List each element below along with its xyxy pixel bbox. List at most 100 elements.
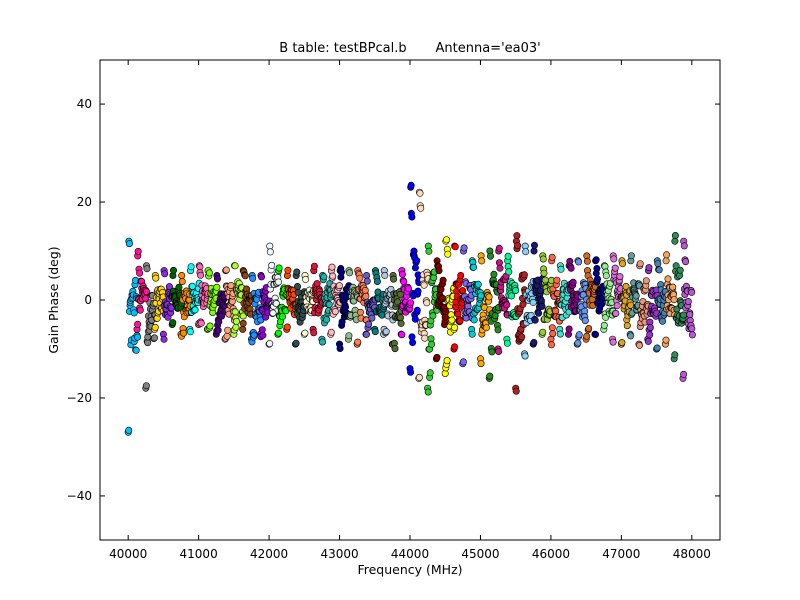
data-point xyxy=(421,334,429,342)
data-point xyxy=(361,286,369,294)
data-point xyxy=(646,323,654,331)
data-point xyxy=(442,236,450,244)
data-point xyxy=(417,204,425,212)
data-point xyxy=(413,306,421,314)
data-point xyxy=(175,283,183,291)
data-point xyxy=(426,369,434,377)
data-point xyxy=(268,261,276,269)
data-point xyxy=(134,247,142,255)
data-point xyxy=(354,338,362,346)
data-point xyxy=(553,276,561,284)
data-point xyxy=(143,265,151,273)
data-point xyxy=(125,426,133,434)
data-point xyxy=(539,328,547,336)
data-point xyxy=(612,309,620,317)
data-point xyxy=(659,317,667,325)
data-point xyxy=(512,387,520,395)
data-point xyxy=(442,307,450,315)
data-point xyxy=(548,253,556,261)
data-point xyxy=(460,244,468,252)
data-point xyxy=(619,260,627,268)
data-point xyxy=(565,325,573,333)
data-point xyxy=(142,382,150,390)
data-point xyxy=(136,306,144,314)
chart-title: B table: testBPcal.b Antenna='ea03' xyxy=(279,41,540,56)
data-point xyxy=(680,370,688,378)
data-point xyxy=(569,278,577,286)
y-tick-label: −20 xyxy=(67,391,92,405)
data-point xyxy=(323,316,331,324)
data-point xyxy=(682,258,690,266)
data-point xyxy=(170,266,178,274)
data-point xyxy=(293,282,301,290)
data-point xyxy=(411,315,419,323)
data-point xyxy=(477,292,485,300)
data-point xyxy=(187,263,195,271)
data-point xyxy=(530,338,538,346)
data-point xyxy=(274,329,282,337)
data-point xyxy=(547,341,555,349)
data-point xyxy=(535,309,543,317)
data-point xyxy=(232,323,240,331)
data-point xyxy=(142,288,150,296)
x-axis-label: Frequency (MHz) xyxy=(357,562,462,577)
data-point xyxy=(407,181,415,189)
data-point xyxy=(218,312,226,320)
data-point xyxy=(346,269,354,277)
data-point xyxy=(669,283,677,291)
data-point xyxy=(539,255,547,263)
data-point xyxy=(371,328,379,336)
data-point xyxy=(414,287,422,295)
data-point xyxy=(249,274,257,282)
data-point xyxy=(223,332,231,340)
data-point xyxy=(302,275,310,283)
data-point xyxy=(425,247,433,255)
data-point xyxy=(130,309,138,317)
x-tick-label: 48000 xyxy=(673,547,711,561)
data-point xyxy=(293,268,301,276)
data-point xyxy=(337,268,345,276)
data-point xyxy=(151,323,159,331)
x-tick-label: 40000 xyxy=(109,547,147,561)
data-point xyxy=(413,257,421,265)
data-point xyxy=(622,282,630,290)
y-tick-label: 0 xyxy=(84,293,92,307)
data-point xyxy=(530,241,538,249)
data-point xyxy=(345,332,353,340)
data-point xyxy=(362,330,370,338)
data-point xyxy=(274,278,282,286)
data-point xyxy=(635,341,643,349)
data-point xyxy=(188,282,196,290)
data-point xyxy=(186,328,194,336)
data-point xyxy=(610,255,618,263)
data-point xyxy=(575,331,583,339)
data-point xyxy=(132,346,140,354)
data-point xyxy=(136,269,144,277)
data-point xyxy=(671,232,679,240)
data-point xyxy=(503,301,511,309)
data-point xyxy=(583,332,591,340)
data-point xyxy=(283,323,291,331)
data-point xyxy=(478,257,486,265)
data-point xyxy=(278,313,286,321)
data-point xyxy=(537,297,545,305)
data-point xyxy=(397,319,405,327)
data-point xyxy=(356,308,364,316)
data-point xyxy=(574,339,582,347)
x-tick-label: 47000 xyxy=(602,547,640,561)
data-point xyxy=(522,248,530,256)
x-tick-label: 41000 xyxy=(180,547,218,561)
data-point xyxy=(518,333,526,341)
data-point xyxy=(686,311,694,319)
data-point xyxy=(541,276,549,284)
data-point xyxy=(474,280,482,288)
data-point xyxy=(688,288,696,296)
data-point xyxy=(310,329,318,337)
data-point xyxy=(688,331,696,339)
data-point xyxy=(231,308,239,316)
data-point xyxy=(567,264,575,272)
data-point xyxy=(313,280,321,288)
data-point xyxy=(470,263,478,271)
data-point xyxy=(514,242,522,250)
y-tick-label: 40 xyxy=(77,97,92,111)
